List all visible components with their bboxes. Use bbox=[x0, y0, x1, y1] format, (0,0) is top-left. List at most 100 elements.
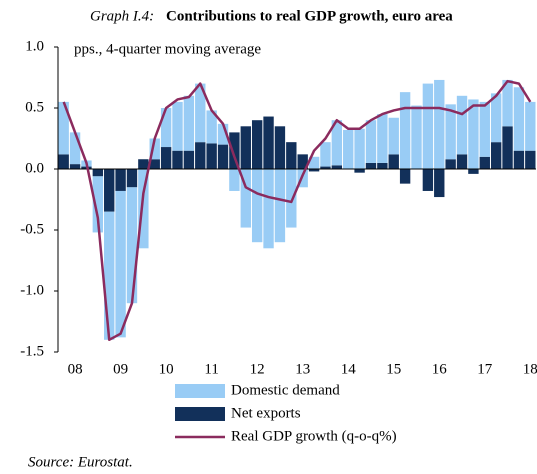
bar bbox=[217, 144, 229, 169]
bar bbox=[434, 169, 445, 198]
bar bbox=[513, 87, 525, 151]
bar bbox=[456, 95, 468, 155]
bar bbox=[502, 79, 513, 127]
bar bbox=[229, 169, 240, 191]
y-tick-label: -0.5 bbox=[20, 221, 44, 237]
bar bbox=[172, 101, 183, 151]
y-tick-label: 0.5 bbox=[25, 99, 44, 115]
x-tick-label: 11 bbox=[204, 361, 218, 377]
bar bbox=[320, 142, 331, 167]
bar bbox=[195, 83, 206, 143]
bar bbox=[263, 169, 274, 249]
bar bbox=[58, 101, 69, 155]
bar bbox=[399, 169, 411, 184]
bar bbox=[490, 93, 502, 143]
source: Source: Eurostat. bbox=[28, 454, 133, 470]
legend-label: Real GDP growth (q-o-q%) bbox=[231, 428, 397, 444]
bar bbox=[343, 129, 354, 169]
bar bbox=[525, 150, 536, 169]
bar bbox=[354, 169, 365, 173]
bar bbox=[149, 138, 160, 160]
bar bbox=[240, 126, 251, 169]
bar bbox=[399, 92, 411, 169]
bar bbox=[69, 132, 81, 165]
y-tick-label: -1.0 bbox=[20, 282, 44, 298]
bar bbox=[434, 79, 445, 169]
y-tick-label: 1.0 bbox=[25, 38, 44, 54]
bar bbox=[92, 169, 104, 177]
legend-label: Net exports bbox=[231, 405, 301, 421]
bar bbox=[286, 169, 297, 228]
bar bbox=[502, 126, 513, 169]
x-tick-label: 13 bbox=[295, 361, 310, 377]
bar bbox=[513, 150, 525, 169]
bar bbox=[195, 142, 206, 169]
bar bbox=[377, 114, 388, 163]
chart-subtitle: pps., 4-quarter moving average bbox=[74, 41, 261, 57]
legend-swatch bbox=[175, 384, 225, 398]
bar bbox=[377, 162, 388, 169]
bar bbox=[354, 128, 365, 169]
x-tick-label: 10 bbox=[159, 361, 174, 377]
bar bbox=[479, 156, 490, 169]
bar bbox=[490, 142, 502, 169]
y-tick-label: 0.0 bbox=[25, 160, 44, 176]
bar bbox=[445, 104, 456, 160]
bar bbox=[422, 169, 434, 191]
chart-title: Contributions to real GDP growth, euro a… bbox=[166, 8, 453, 24]
bar bbox=[525, 101, 536, 151]
bar bbox=[69, 164, 81, 169]
bar bbox=[183, 95, 195, 151]
bar bbox=[274, 126, 286, 169]
bar bbox=[126, 187, 138, 304]
bar bbox=[126, 169, 138, 188]
bar bbox=[138, 159, 149, 169]
bar bbox=[229, 132, 240, 169]
bar bbox=[251, 120, 263, 169]
bar bbox=[331, 165, 343, 169]
x-tick-label: 14 bbox=[341, 361, 357, 377]
bar bbox=[297, 154, 308, 169]
bar bbox=[308, 156, 320, 169]
bar bbox=[217, 123, 229, 145]
bar bbox=[456, 154, 468, 169]
bar bbox=[160, 108, 172, 148]
bar bbox=[149, 159, 160, 169]
chart-title-label: Graph I.4: bbox=[90, 8, 154, 24]
bar bbox=[479, 101, 490, 157]
bar bbox=[388, 154, 399, 169]
x-tick-label: 12 bbox=[250, 361, 265, 377]
bar bbox=[172, 150, 183, 169]
bar bbox=[320, 166, 331, 169]
bar bbox=[104, 169, 115, 212]
bar bbox=[365, 162, 377, 169]
bar bbox=[115, 190, 126, 338]
x-tick-label: 09 bbox=[113, 361, 128, 377]
bar bbox=[58, 154, 69, 169]
bar bbox=[138, 169, 149, 249]
bar bbox=[422, 83, 434, 169]
bar bbox=[115, 169, 126, 191]
line bbox=[62, 79, 532, 342]
bar bbox=[468, 99, 479, 169]
bar bbox=[274, 169, 286, 243]
bar bbox=[286, 142, 297, 169]
bar bbox=[183, 150, 195, 169]
y-tick-label: -1.5 bbox=[20, 343, 44, 359]
bar bbox=[468, 169, 479, 174]
x-tick-label: 16 bbox=[432, 361, 448, 377]
bar bbox=[206, 143, 217, 169]
bar bbox=[160, 147, 172, 169]
bar bbox=[308, 169, 320, 172]
bar bbox=[411, 105, 422, 169]
bar bbox=[206, 110, 217, 144]
x-tick-label: 18 bbox=[523, 361, 537, 377]
x-tick-label: 08 bbox=[68, 361, 83, 377]
bar bbox=[92, 176, 104, 233]
bar bbox=[365, 120, 377, 163]
bar bbox=[251, 169, 263, 243]
bar bbox=[388, 117, 399, 155]
bar bbox=[240, 169, 251, 228]
x-tick-label: 17 bbox=[477, 361, 493, 377]
